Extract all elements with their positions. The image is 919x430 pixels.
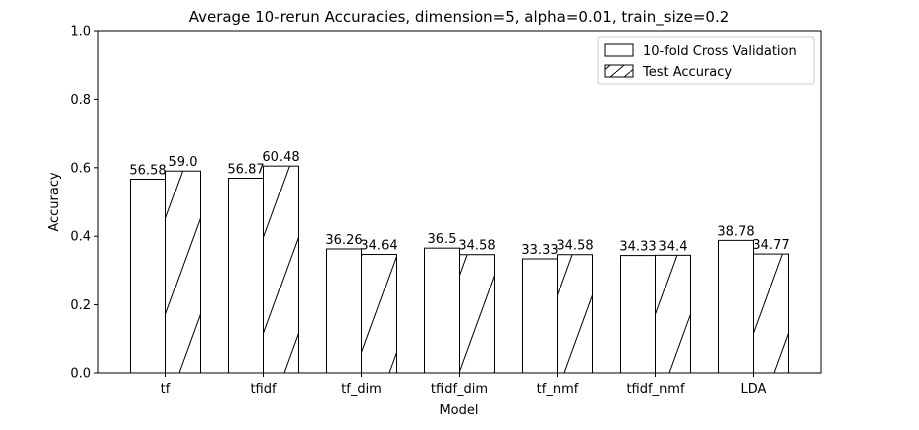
x-tick-label: tf_nmf xyxy=(537,382,579,397)
x-tick-label: tfidf_dim xyxy=(431,382,488,397)
y-tick-label: 0.4 xyxy=(70,230,91,245)
bar-value-label: 34.58 xyxy=(556,239,593,254)
bar-cross-validation xyxy=(424,247,460,374)
x-axis-label: Model xyxy=(439,403,478,418)
x-tick-label: LDA xyxy=(741,382,767,397)
bar-test-accuracy xyxy=(459,254,495,374)
y-tick-label: 0.0 xyxy=(70,367,91,382)
x-tick-label: tf xyxy=(161,382,171,397)
bar-value-label: 56.58 xyxy=(129,163,166,178)
y-tick-label: 1.0 xyxy=(70,25,91,40)
legend: 10-fold Cross Validation Test Accuracy xyxy=(597,36,815,85)
chart-title: Average 10-rerun Accuracies, dimension=5… xyxy=(189,8,730,27)
bar-cross-validation xyxy=(718,239,754,374)
bar-cross-validation xyxy=(620,255,656,374)
x-tick-label: tfidf xyxy=(250,382,277,397)
bar-cross-validation xyxy=(522,258,558,374)
bar-value-label: 34.77 xyxy=(752,238,789,253)
bar-cross-validation xyxy=(130,178,166,374)
bar-cross-validation xyxy=(228,178,264,374)
legend-label: 10-fold Cross Validation xyxy=(643,44,797,59)
bar-value-label: 34.64 xyxy=(360,239,397,254)
bar-test-accuracy xyxy=(655,254,691,374)
bar-test-accuracy xyxy=(165,170,201,374)
bar-test-accuracy xyxy=(263,165,299,374)
x-tick-label: tf_dim xyxy=(341,382,382,397)
bar-value-label: 60.48 xyxy=(262,150,299,165)
y-tick-label: 0.2 xyxy=(70,298,91,313)
bar-value-label: 33.33 xyxy=(521,243,558,258)
bar-value-label: 59.0 xyxy=(169,155,198,170)
y-axis-label: Accuracy xyxy=(47,172,62,232)
legend-label: Test Accuracy xyxy=(642,65,732,80)
bar-value-label: 56.87 xyxy=(227,163,264,178)
legend-swatch xyxy=(604,64,634,78)
legend-box xyxy=(597,36,815,85)
bar-value-label: 34.33 xyxy=(619,240,656,255)
bar-value-label: 38.78 xyxy=(717,224,754,239)
y-tick-label: 0.8 xyxy=(70,93,91,108)
bar-cross-validation xyxy=(326,248,362,374)
bar-test-accuracy xyxy=(557,254,593,374)
bar-test-accuracy xyxy=(361,254,397,374)
bar-value-label: 34.4 xyxy=(659,239,688,254)
bar-value-label: 36.5 xyxy=(428,232,457,247)
x-tick-label: tfidf_nmf xyxy=(626,382,685,397)
y-tick-label: 0.6 xyxy=(70,161,91,176)
bar-value-label: 36.26 xyxy=(325,233,362,248)
legend-swatch xyxy=(604,43,634,57)
bar-test-accuracy xyxy=(753,253,789,374)
bar-value-label: 34.58 xyxy=(458,239,495,254)
